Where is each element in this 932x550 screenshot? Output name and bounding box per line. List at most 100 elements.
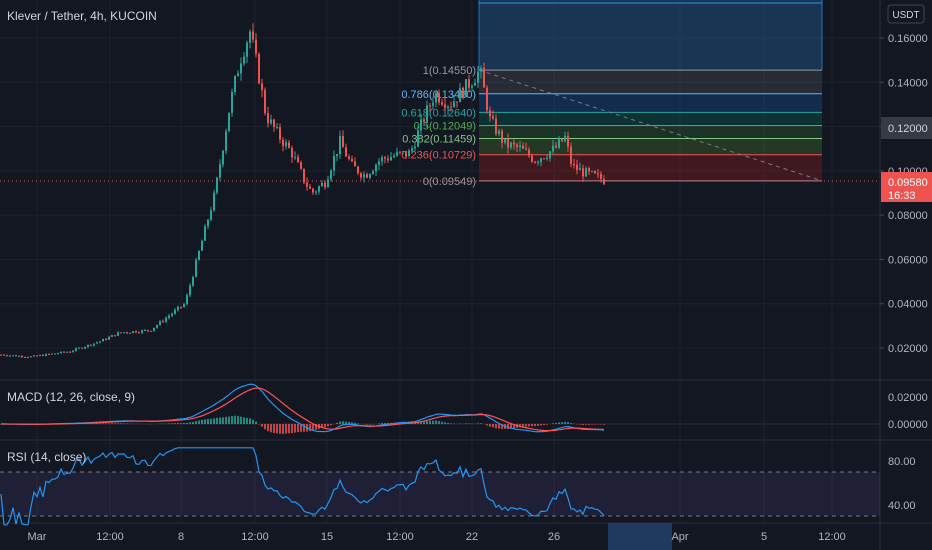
macd-histogram-bar [543,424,545,425]
macd-histogram-bar [366,424,368,425]
candle-body [243,56,245,64]
macd-histogram-bar [486,424,488,426]
time-tick-label: 12:00 [818,531,846,543]
candle-body [585,168,587,177]
candle-body [558,139,560,148]
macd-histogram-bar [507,424,509,430]
grid [0,0,880,523]
macd-histogram-bar [429,420,431,424]
candle-body [393,155,395,158]
candle-body [381,157,383,162]
candle-body [291,147,293,158]
macd-histogram-bar [111,423,113,424]
candle-body [573,163,575,165]
crosshair-price-label: 0.12000 [888,123,928,135]
price-tick-label: 0.06000 [888,254,928,266]
macd-title[interactable]: MACD (12, 26, close, 9) [7,390,135,404]
candle-body [264,90,266,114]
macd-histogram-bar [435,420,437,424]
candle-body [288,142,290,148]
macd-histogram-bar [183,423,185,424]
candle-body [219,164,221,178]
macd-histogram-bar [198,420,200,424]
fib-level-label: 0(0.09549) [423,176,476,188]
macd-histogram-bar [492,424,494,428]
macd-pane [0,383,880,434]
macd-histogram-bar [312,424,314,431]
macd-histogram-bar [267,424,269,432]
candle-body [183,304,185,307]
macd-histogram-bar [498,424,500,429]
candle-body [603,179,605,185]
macd-tick-label: 0.00000 [888,419,928,431]
macd-histogram-bar [561,422,563,424]
candle-body [171,313,173,316]
fib-band [479,125,822,139]
candle-body [165,317,167,322]
candle-body [195,259,197,277]
candle-body [75,348,77,351]
candle-body [483,67,485,88]
candle-body [468,79,470,88]
macd-histogram-bar [384,422,386,424]
candle-body [192,276,194,286]
candle-body [51,353,53,355]
candle-body [531,155,533,162]
candle-body [378,161,380,165]
candle-body [294,156,296,158]
currency-button[interactable]: USDT [887,4,925,24]
candle-body [252,31,254,40]
macd-histogram-bar [321,424,323,428]
macd-histogram-bar [399,422,401,424]
macd-histogram-bar [279,424,281,434]
fib-retracement[interactable]: 1(0.14550)0.786(0.13480)0.618(0.12640)0.… [401,0,823,188]
macd-histogram-bar [276,424,278,434]
candle-body [354,161,356,167]
candle-body [90,344,92,346]
macd-histogram-bar [315,424,317,430]
time-tick-label: Apr [671,531,688,543]
time-axis[interactable]: Mar 12:00 8 12:00 15 12:00 22 26 Apr 5 12:00 [28,531,846,543]
candle-body [222,150,224,165]
candle-body [582,168,584,177]
candle-body [363,174,365,178]
rsi-title[interactable]: RSI (14, close) [7,450,86,464]
macd-histogram-bar [381,423,383,424]
macd-histogram-bar [99,423,101,424]
candlestick-series [0,23,605,359]
candle-body [228,112,230,132]
candle-body [177,306,179,310]
macd-histogram-bar [201,419,203,424]
candle-body [453,101,455,108]
candle-body [327,179,329,188]
macd-histogram-bar [168,423,170,424]
candle-body [519,145,521,148]
candle-body [144,329,146,331]
macd-histogram-bar [369,424,371,425]
candle-body [375,164,377,172]
macd-histogram-bar [450,423,452,424]
macd-histogram-bar [438,421,440,424]
macd-histogram-bar [186,422,188,424]
macd-histogram-bar [282,424,284,434]
candle-body [513,142,515,145]
fib-band [479,70,822,94]
macd-histogram-bar [348,421,350,424]
time-tick-label: 12:00 [241,531,269,543]
candle-body [0,354,2,356]
macd-histogram-bar [300,424,302,432]
candle-body [9,355,11,357]
candle-body [576,164,578,171]
macd-histogram-bar [489,424,491,427]
macd-histogram-bar [330,424,332,426]
time-tick-label: Mar [28,531,47,543]
candle-body [18,355,20,357]
macd-histogram-bar [510,424,512,429]
symbol-title[interactable]: Klever / Tether, 4h, KUCOIN [7,9,157,23]
candle-body [330,170,332,180]
candle-body [231,91,233,113]
indicator-axes[interactable]: 0.02000 0.00000 80.00 40.00 [888,392,928,512]
macd-histogram-bar [414,422,416,424]
candle-body [21,355,23,358]
